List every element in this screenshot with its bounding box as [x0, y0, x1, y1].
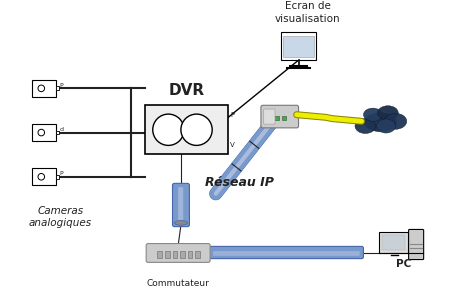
FancyBboxPatch shape [177, 187, 183, 223]
Circle shape [152, 114, 184, 146]
FancyBboxPatch shape [212, 251, 359, 256]
FancyBboxPatch shape [172, 183, 189, 226]
Text: d: d [60, 127, 64, 132]
Circle shape [181, 114, 212, 146]
FancyBboxPatch shape [56, 175, 59, 179]
Text: DVR: DVR [168, 83, 204, 98]
Ellipse shape [364, 113, 395, 132]
FancyBboxPatch shape [32, 168, 56, 185]
Ellipse shape [383, 113, 406, 129]
Text: Ecran de
visualisation: Ecran de visualisation [274, 1, 340, 24]
Ellipse shape [376, 119, 394, 133]
Text: P: P [60, 172, 63, 176]
FancyBboxPatch shape [381, 235, 404, 250]
Circle shape [38, 85, 45, 92]
Text: P: P [229, 112, 233, 118]
Text: V: V [229, 142, 234, 148]
Text: Cameras
analogiques: Cameras analogiques [29, 206, 92, 228]
FancyBboxPatch shape [32, 80, 56, 97]
Ellipse shape [174, 220, 187, 225]
FancyBboxPatch shape [157, 251, 162, 258]
FancyBboxPatch shape [146, 244, 210, 262]
FancyBboxPatch shape [165, 251, 169, 258]
FancyBboxPatch shape [56, 86, 59, 90]
FancyBboxPatch shape [280, 32, 316, 60]
FancyBboxPatch shape [187, 251, 192, 258]
FancyBboxPatch shape [283, 36, 313, 57]
FancyBboxPatch shape [408, 230, 423, 260]
FancyBboxPatch shape [273, 116, 278, 120]
Text: Commutateur: Commutateur [147, 279, 209, 288]
Text: Réseau IP: Réseau IP [204, 176, 273, 189]
FancyBboxPatch shape [263, 109, 274, 124]
Text: PC: PC [395, 259, 410, 269]
FancyBboxPatch shape [32, 124, 56, 141]
Ellipse shape [377, 106, 397, 120]
FancyBboxPatch shape [379, 232, 407, 253]
Ellipse shape [354, 118, 375, 134]
FancyBboxPatch shape [195, 251, 199, 258]
Circle shape [38, 173, 45, 180]
FancyBboxPatch shape [56, 131, 59, 134]
Text: P: P [60, 83, 63, 88]
Circle shape [38, 129, 45, 136]
FancyBboxPatch shape [172, 251, 177, 258]
Ellipse shape [363, 108, 381, 121]
FancyBboxPatch shape [180, 251, 184, 258]
FancyBboxPatch shape [209, 246, 363, 259]
FancyBboxPatch shape [281, 116, 286, 120]
FancyBboxPatch shape [145, 105, 228, 154]
FancyBboxPatch shape [260, 105, 298, 128]
